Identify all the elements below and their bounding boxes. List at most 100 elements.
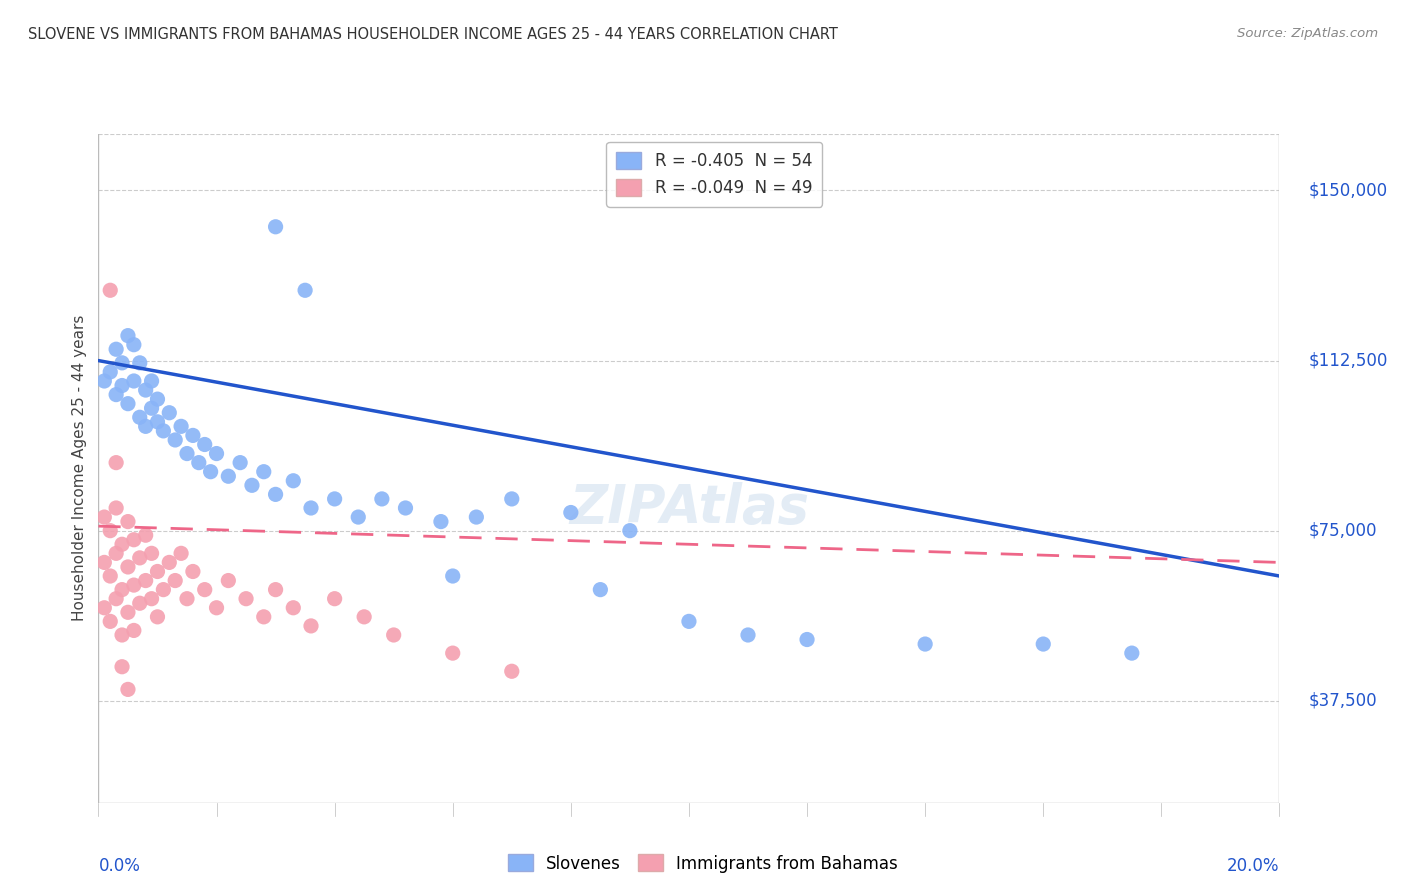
Point [111,582,134,597]
Point [165,574,187,588]
Point [128,596,150,610]
Point [323,591,346,606]
Point [240,478,263,492]
Point [98,615,121,629]
Point [294,283,316,297]
Point [93,374,115,388]
Point [170,419,193,434]
Y-axis label: Householder Income Ages 25 - 44 years: Householder Income Ages 25 - 44 years [72,315,87,622]
Point [187,456,209,470]
Point [122,624,145,638]
Point [264,582,287,597]
Point [283,600,305,615]
Point [441,569,464,583]
Point [117,605,139,619]
Point [465,510,488,524]
Point [217,574,239,588]
Point [141,546,163,560]
Point [128,356,150,370]
Point [560,506,582,520]
Point [501,491,523,506]
Point [253,465,276,479]
Point [122,337,145,351]
Point [394,500,416,515]
Point [117,515,139,529]
Point [796,632,818,647]
Point [1121,646,1143,660]
Point [430,515,453,529]
Point [105,343,128,357]
Point [141,401,163,416]
Point [176,446,198,460]
Point [181,428,204,442]
Text: $75,000: $75,000 [1309,522,1378,540]
Point [264,487,287,501]
Point [181,565,204,579]
Point [157,406,180,420]
Point [122,578,145,592]
Point [229,456,252,470]
Point [111,628,134,642]
Point [105,591,128,606]
Text: 0.0%: 0.0% [98,857,141,875]
Point [117,328,139,343]
Point [128,410,150,425]
Point [157,556,180,570]
Point [141,591,163,606]
Point [441,646,464,660]
Point [194,437,217,451]
Point [323,491,346,506]
Point [264,219,287,234]
Point [117,397,139,411]
Point [165,433,187,447]
Point [501,665,523,679]
Text: $112,500: $112,500 [1309,351,1388,369]
Point [105,500,128,515]
Point [205,446,228,460]
Point [678,615,700,629]
Point [299,500,322,515]
Text: SLOVENE VS IMMIGRANTS FROM BAHAMAS HOUSEHOLDER INCOME AGES 25 - 44 YEARS CORRELA: SLOVENE VS IMMIGRANTS FROM BAHAMAS HOUSE… [28,27,838,42]
Point [135,528,157,542]
Point [619,524,641,538]
Point [347,510,370,524]
Point [382,628,405,642]
Point [176,591,198,606]
Point [98,283,121,297]
Point [914,637,936,651]
Legend: Slovenes, Immigrants from Bahamas: Slovenes, Immigrants from Bahamas [502,847,904,880]
Point [170,546,193,560]
Point [111,537,134,551]
Text: $150,000: $150,000 [1309,181,1388,200]
Text: ZIPAtlas: ZIPAtlas [569,483,808,534]
Point [117,560,139,574]
Point [111,659,134,673]
Point [98,569,121,583]
Text: $37,500: $37,500 [1309,692,1378,710]
Point [135,383,157,397]
Point [135,419,157,434]
Point [135,574,157,588]
Point [128,550,150,565]
Point [283,474,305,488]
Legend: R = -0.405  N = 54, R = -0.049  N = 49: R = -0.405 N = 54, R = -0.049 N = 49 [606,142,823,207]
Point [152,582,174,597]
Point [105,546,128,560]
Point [353,610,375,624]
Point [217,469,239,483]
Point [146,392,169,406]
Point [141,374,163,388]
Point [98,524,121,538]
Point [146,610,169,624]
Point [122,374,145,388]
Point [152,424,174,438]
Point [105,456,128,470]
Point [111,378,134,392]
Point [93,556,115,570]
Point [200,465,222,479]
Point [589,582,612,597]
Point [205,600,228,615]
Point [1032,637,1054,651]
Point [194,582,217,597]
Point [117,682,139,697]
